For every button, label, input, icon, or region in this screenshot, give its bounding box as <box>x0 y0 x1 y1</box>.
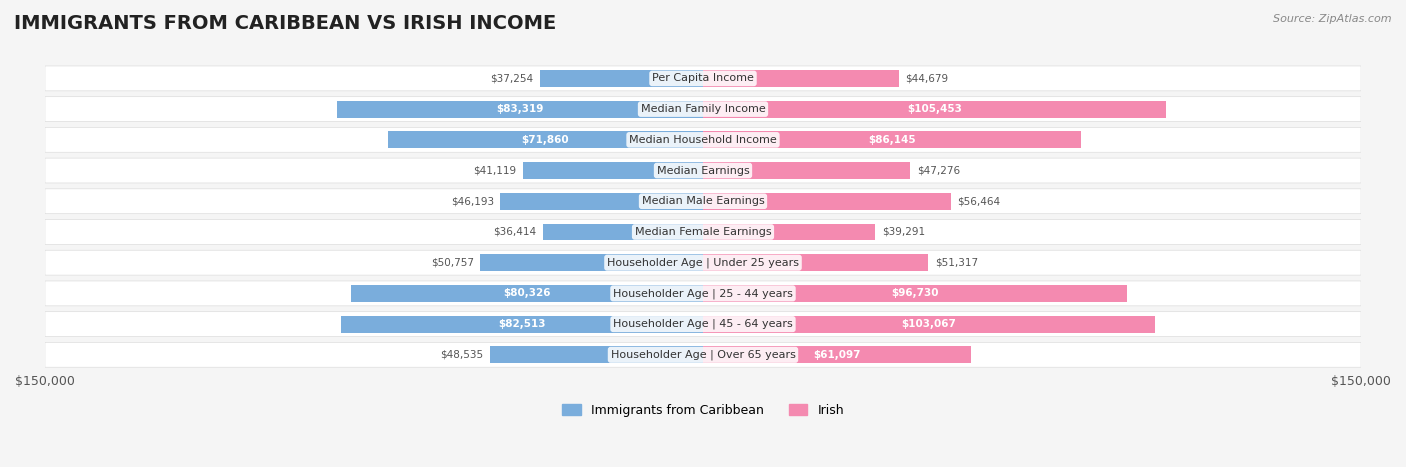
FancyBboxPatch shape <box>45 97 1361 121</box>
Text: $46,193: $46,193 <box>451 196 494 206</box>
Text: $103,067: $103,067 <box>901 319 956 329</box>
Text: Median Household Income: Median Household Income <box>628 135 778 145</box>
Text: $39,291: $39,291 <box>882 227 925 237</box>
Bar <box>337 101 703 118</box>
Text: Householder Age | Over 65 years: Householder Age | Over 65 years <box>610 350 796 360</box>
Text: $61,097: $61,097 <box>813 350 860 360</box>
Text: $105,453: $105,453 <box>907 104 962 114</box>
Bar <box>388 131 703 149</box>
FancyBboxPatch shape <box>45 66 1361 91</box>
Bar <box>350 285 703 302</box>
Bar <box>703 162 911 179</box>
Legend: Immigrants from Caribbean, Irish: Immigrants from Caribbean, Irish <box>557 399 849 422</box>
Text: $50,757: $50,757 <box>430 258 474 268</box>
Text: Median Male Earnings: Median Male Earnings <box>641 196 765 206</box>
Bar <box>703 316 1156 333</box>
Text: Householder Age | 45 - 64 years: Householder Age | 45 - 64 years <box>613 319 793 329</box>
Bar <box>491 347 703 363</box>
Bar <box>523 162 703 179</box>
Text: $48,535: $48,535 <box>440 350 484 360</box>
Bar <box>540 70 703 87</box>
Text: Median Family Income: Median Family Income <box>641 104 765 114</box>
FancyBboxPatch shape <box>45 158 1361 183</box>
Text: $80,326: $80,326 <box>503 289 551 298</box>
Bar <box>703 70 898 87</box>
Text: $37,254: $37,254 <box>489 73 533 84</box>
Bar <box>481 254 703 271</box>
Text: Per Capita Income: Per Capita Income <box>652 73 754 84</box>
Bar <box>703 254 928 271</box>
FancyBboxPatch shape <box>45 189 1361 214</box>
Text: IMMIGRANTS FROM CARIBBEAN VS IRISH INCOME: IMMIGRANTS FROM CARIBBEAN VS IRISH INCOM… <box>14 14 557 33</box>
Text: $83,319: $83,319 <box>496 104 544 114</box>
Bar <box>543 224 703 241</box>
FancyBboxPatch shape <box>45 342 1361 367</box>
Text: $56,464: $56,464 <box>957 196 1001 206</box>
Bar <box>703 193 950 210</box>
Bar <box>703 347 972 363</box>
Bar <box>703 131 1081 149</box>
FancyBboxPatch shape <box>45 219 1361 244</box>
Text: $51,317: $51,317 <box>935 258 977 268</box>
Text: $86,145: $86,145 <box>868 135 915 145</box>
Bar <box>342 316 703 333</box>
Text: $71,860: $71,860 <box>522 135 569 145</box>
Text: Householder Age | 25 - 44 years: Householder Age | 25 - 44 years <box>613 288 793 298</box>
Text: $36,414: $36,414 <box>494 227 537 237</box>
Bar <box>501 193 703 210</box>
FancyBboxPatch shape <box>45 250 1361 275</box>
Text: $82,513: $82,513 <box>498 319 546 329</box>
FancyBboxPatch shape <box>45 281 1361 306</box>
Text: Median Female Earnings: Median Female Earnings <box>634 227 772 237</box>
Text: $47,276: $47,276 <box>917 165 960 176</box>
Text: $41,119: $41,119 <box>472 165 516 176</box>
Text: Householder Age | Under 25 years: Householder Age | Under 25 years <box>607 257 799 268</box>
Bar <box>703 101 1166 118</box>
Text: Source: ZipAtlas.com: Source: ZipAtlas.com <box>1274 14 1392 24</box>
FancyBboxPatch shape <box>45 127 1361 152</box>
Text: Median Earnings: Median Earnings <box>657 165 749 176</box>
Text: $96,730: $96,730 <box>891 289 939 298</box>
Bar <box>703 224 876 241</box>
FancyBboxPatch shape <box>45 311 1361 337</box>
Bar <box>703 285 1128 302</box>
Text: $44,679: $44,679 <box>905 73 949 84</box>
